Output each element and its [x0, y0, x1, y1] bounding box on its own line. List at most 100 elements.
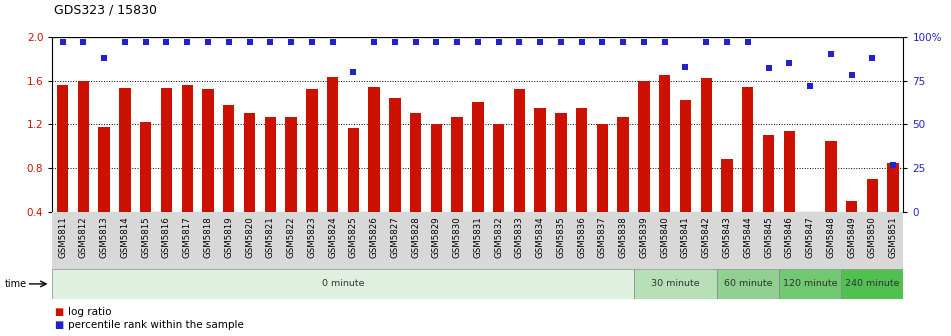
Bar: [596, 124, 608, 212]
Text: percentile rank within the sample: percentile rank within the sample: [68, 320, 244, 330]
Text: GSM5813: GSM5813: [100, 216, 108, 258]
Point: [304, 40, 320, 45]
Bar: [866, 179, 878, 212]
Bar: [203, 89, 214, 212]
Bar: [57, 85, 68, 212]
Text: time: time: [5, 279, 27, 289]
Point: [782, 60, 797, 66]
Bar: [576, 108, 588, 212]
Text: GSM5825: GSM5825: [349, 216, 358, 258]
Bar: [243, 114, 255, 212]
Point: [885, 162, 901, 167]
Bar: [472, 102, 484, 212]
Bar: [514, 89, 525, 212]
Point: [471, 40, 486, 45]
Point: [574, 40, 590, 45]
Point: [699, 40, 714, 45]
Bar: [845, 201, 857, 212]
Text: GSM5837: GSM5837: [598, 216, 607, 258]
Bar: [182, 85, 193, 212]
Bar: [306, 89, 318, 212]
Point: [719, 40, 734, 45]
Text: GSM5822: GSM5822: [286, 216, 296, 258]
Bar: [389, 98, 400, 212]
Text: GSM5824: GSM5824: [328, 216, 337, 258]
Point: [761, 66, 776, 71]
Bar: [493, 124, 504, 212]
Text: GSM5834: GSM5834: [535, 216, 545, 258]
Bar: [742, 87, 753, 212]
Point: [615, 40, 631, 45]
Text: GSM5818: GSM5818: [204, 216, 212, 258]
Point: [740, 40, 755, 45]
Point: [387, 40, 402, 45]
Bar: [368, 87, 379, 212]
Text: GSM5819: GSM5819: [224, 216, 233, 258]
Text: GSM5836: GSM5836: [577, 216, 586, 258]
Bar: [633, 269, 717, 299]
Bar: [638, 81, 650, 212]
Text: GSM5847: GSM5847: [805, 216, 815, 258]
Bar: [659, 75, 670, 212]
Bar: [887, 163, 899, 212]
Point: [408, 40, 423, 45]
Text: GDS323 / 15830: GDS323 / 15830: [54, 3, 157, 16]
Point: [864, 55, 880, 60]
Text: GSM5849: GSM5849: [847, 216, 856, 258]
Point: [844, 73, 859, 78]
Text: GSM5841: GSM5841: [681, 216, 690, 258]
Text: GSM5831: GSM5831: [474, 216, 482, 258]
Bar: [721, 159, 732, 212]
Text: GSM5815: GSM5815: [141, 216, 150, 258]
Text: GSM5821: GSM5821: [265, 216, 275, 258]
Bar: [842, 269, 903, 299]
Text: GSM5820: GSM5820: [245, 216, 254, 258]
Text: GSM5835: GSM5835: [556, 216, 566, 258]
Bar: [555, 114, 567, 212]
Bar: [617, 117, 629, 212]
Point: [222, 40, 237, 45]
Text: ■: ■: [54, 307, 64, 318]
Text: GSM5817: GSM5817: [183, 216, 192, 258]
Point: [138, 40, 153, 45]
Point: [512, 40, 527, 45]
Point: [491, 40, 506, 45]
Bar: [285, 117, 297, 212]
Text: 0 minute: 0 minute: [321, 280, 364, 288]
Point: [325, 40, 340, 45]
Point: [678, 64, 693, 69]
Text: GSM5826: GSM5826: [370, 216, 378, 258]
Point: [803, 83, 818, 89]
Bar: [78, 81, 89, 212]
Text: GSM5850: GSM5850: [868, 216, 877, 258]
Point: [346, 69, 361, 75]
Point: [657, 40, 672, 45]
Point: [201, 40, 216, 45]
Text: GSM5811: GSM5811: [58, 216, 68, 258]
Bar: [680, 100, 691, 212]
Bar: [701, 79, 712, 212]
Point: [283, 40, 299, 45]
Text: 240 minute: 240 minute: [845, 280, 900, 288]
Bar: [223, 105, 235, 212]
Text: GSM5838: GSM5838: [619, 216, 628, 258]
Text: log ratio: log ratio: [68, 307, 112, 318]
Text: GSM5840: GSM5840: [660, 216, 670, 258]
Point: [117, 40, 132, 45]
Point: [533, 40, 548, 45]
Text: GSM5816: GSM5816: [162, 216, 171, 258]
Text: GSM5814: GSM5814: [121, 216, 129, 258]
Text: GSM5843: GSM5843: [723, 216, 731, 258]
Bar: [161, 88, 172, 212]
Text: GSM5832: GSM5832: [495, 216, 503, 258]
Bar: [327, 77, 339, 212]
Text: GSM5842: GSM5842: [702, 216, 710, 258]
Text: ■: ■: [54, 320, 64, 330]
Text: 60 minute: 60 minute: [724, 280, 772, 288]
Point: [97, 55, 112, 60]
Text: GSM5830: GSM5830: [453, 216, 461, 258]
Point: [429, 40, 444, 45]
Text: GSM5827: GSM5827: [390, 216, 399, 258]
Text: GSM5839: GSM5839: [639, 216, 649, 258]
Text: GSM5823: GSM5823: [307, 216, 317, 258]
